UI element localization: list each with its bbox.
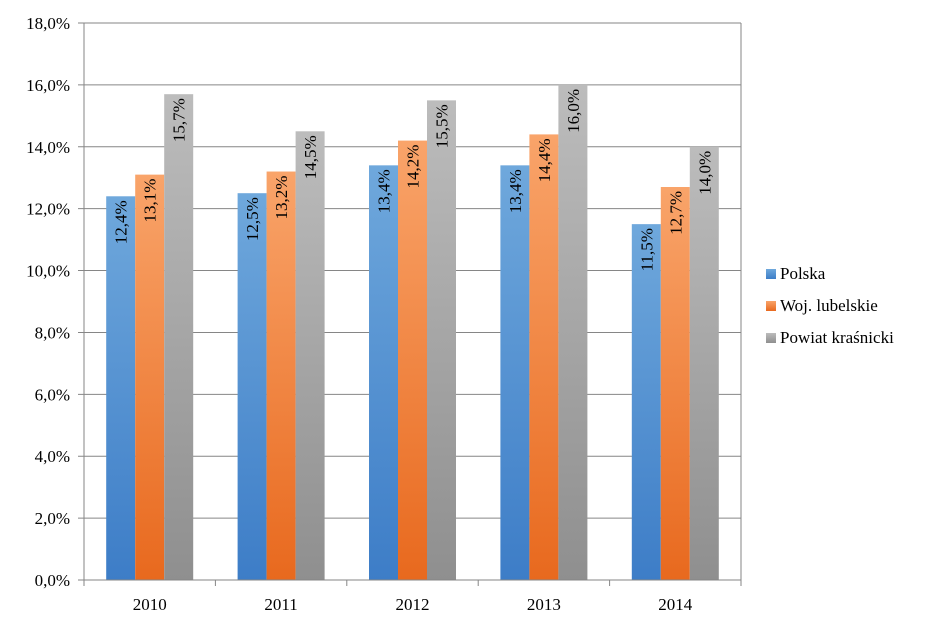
legend-swatch [766, 301, 776, 311]
bar [398, 140, 427, 581]
bar [295, 131, 325, 581]
data-label: 14,4% [535, 138, 554, 182]
bar [369, 165, 398, 580]
data-label: 12,7% [666, 191, 685, 235]
x-tick-label: 2012 [396, 595, 430, 614]
x-tick-label: 2013 [527, 595, 561, 614]
x-tick-label: 2010 [133, 595, 167, 614]
data-label: 12,5% [243, 197, 262, 241]
data-label: 14,5% [301, 135, 320, 179]
y-tick-label: 12,0% [26, 200, 70, 219]
y-tick-label: 8,0% [35, 323, 70, 342]
bar [500, 165, 530, 580]
data-label: 13,4% [375, 169, 394, 213]
data-label: 15,5% [433, 104, 452, 148]
data-label: 13,2% [272, 176, 291, 220]
x-tick-label: 2014 [658, 595, 693, 614]
data-label: 13,4% [506, 169, 525, 213]
data-label: 14,0% [695, 151, 714, 195]
data-label: 16,0% [564, 89, 583, 133]
y-tick-label: 2,0% [35, 509, 70, 528]
y-tick-label: 10,0% [26, 262, 70, 281]
data-label: 15,7% [170, 98, 189, 142]
legend-label: Polska [780, 264, 826, 283]
bar [689, 146, 719, 580]
y-tick-label: 0,0% [35, 571, 70, 590]
bar [266, 171, 296, 581]
axes: 0,0% 2,0% 4,0% 6,0% 8,0% 10,0% 12,0% 14,0% 16,0%… [26, 14, 742, 614]
data-label: 13,1% [141, 179, 160, 223]
bar [558, 84, 588, 580]
bar [164, 94, 194, 580]
legend-label: Powiat kraśnicki [780, 328, 894, 347]
y-tick-label: 6,0% [35, 385, 70, 404]
bars [106, 84, 719, 581]
y-tick-label: 14,0% [26, 138, 70, 157]
bar [660, 187, 690, 580]
bar [106, 196, 136, 581]
y-tick-label: 4,0% [35, 447, 70, 466]
y-tick-label: 18,0% [26, 14, 70, 33]
x-tick-label: 2011 [264, 595, 297, 614]
data-label: 11,5% [637, 228, 656, 271]
legend-label: Woj. lubelskie [780, 296, 878, 315]
legend-swatch [766, 269, 776, 279]
data-labels: 12,4% 13,1% 15,7% 12,5% 13,2% 14,5% 13,4% 14,2%… [112, 89, 715, 272]
bar [237, 193, 267, 580]
legend: Polska Woj. lubelskie Powiat kraśnicki [766, 264, 894, 347]
legend-swatch [766, 333, 776, 343]
bar [631, 224, 661, 580]
y-tick-label: 16,0% [26, 76, 70, 95]
data-label: 14,2% [404, 145, 423, 189]
bar [427, 100, 456, 580]
bar [529, 134, 559, 580]
bar [135, 174, 165, 580]
data-label: 12,4% [112, 200, 131, 244]
